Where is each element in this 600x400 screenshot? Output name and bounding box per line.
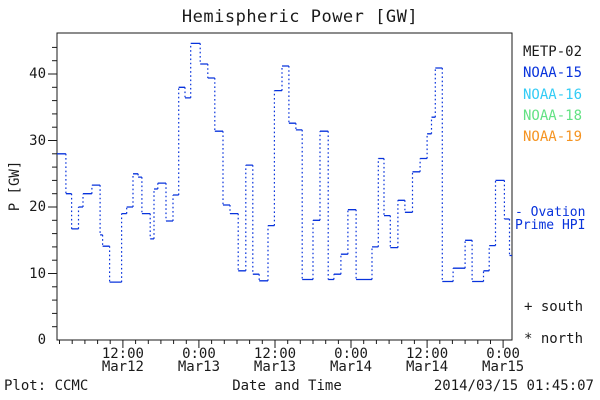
y-tick-label: 10 (29, 265, 46, 282)
x-axis-label: Date and Time (232, 378, 342, 394)
x-tick-label: 0:00 Mar13 (177, 346, 221, 375)
ovation-line-2: Prime HPI (515, 218, 586, 233)
data-line-horizontal-steps (57, 42, 512, 283)
ovation-prime-legend: - Ovation Prime HPI (515, 206, 585, 232)
y-tick-label: 20 (29, 199, 46, 215)
plot-box (56, 32, 513, 341)
x-tick-label: 12:00 Mar12 (101, 346, 144, 375)
legend-item-noaa-16: NOAA-16 (523, 86, 583, 103)
legend-item-noaa-15: NOAA-15 (523, 65, 583, 82)
y-tick-label: 40 (29, 66, 46, 82)
y-tick-label: 0 (37, 332, 46, 348)
x-tick-label: 0:00 Mar15 (482, 346, 525, 375)
legend-item-metp-02: METP-02 (523, 44, 583, 60)
plot-source-label: Plot: CCMC (4, 378, 89, 394)
x-tick-label: 0:00 Mar14 (329, 346, 373, 375)
x-tick-label: 12:00 Mar14 (406, 346, 449, 375)
south-marker-label: + south (524, 299, 584, 315)
y-tick-label: 30 (29, 132, 46, 149)
ovation-line-1: - Ovation (515, 205, 586, 220)
plot-title: Hemispheric Power [GW] (181, 7, 419, 27)
legend-item-noaa-19: NOAA-19 (523, 129, 583, 146)
generation-timestamp: 2014/03/15 01:45:07 (433, 378, 594, 394)
axis-ticks (48, 46, 504, 348)
legend-item-noaa-18: NOAA-18 (523, 107, 583, 124)
x-tick-label: 12:00 Mar13 (253, 346, 297, 375)
data-line-vertical-connectors (65, 43, 511, 283)
north-marker-label: * north (524, 331, 584, 347)
